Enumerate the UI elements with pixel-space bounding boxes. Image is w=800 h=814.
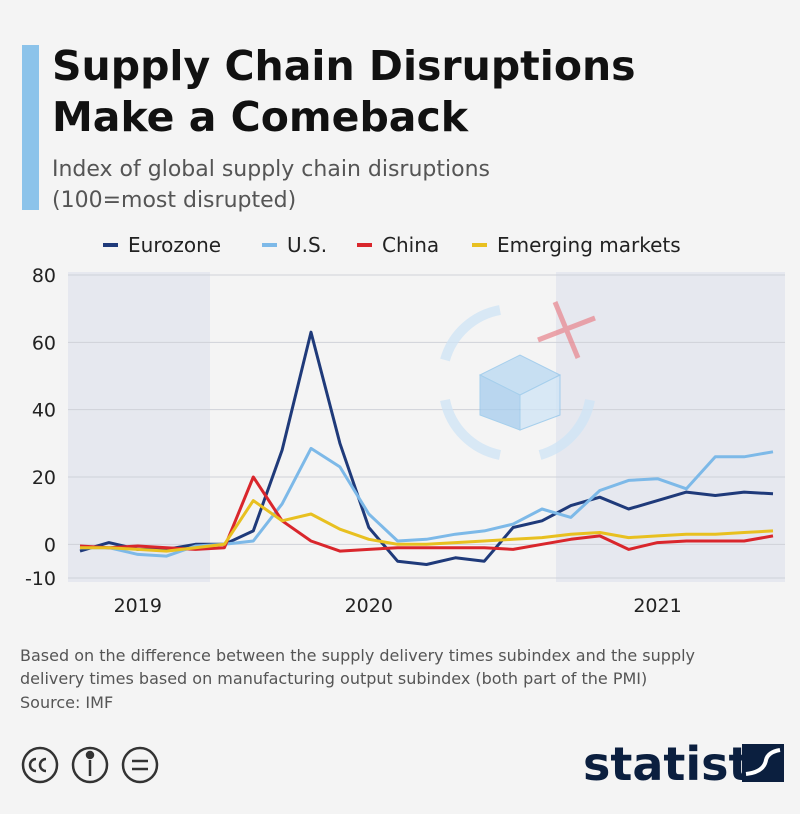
x-tick-label: 2019 <box>114 595 162 617</box>
license-icons <box>21 746 159 784</box>
legend-label: Emerging markets <box>497 233 681 257</box>
series-line <box>79 475 774 553</box>
year-band <box>68 272 210 582</box>
note: Based on the difference between the supp… <box>20 646 695 665</box>
year-band <box>556 272 785 582</box>
x-tick-label: 2020 <box>345 595 393 617</box>
series-line <box>79 330 774 566</box>
y-tick-label: 20 <box>32 467 56 489</box>
legend-label: U.S. <box>287 233 327 257</box>
chart-subtitle: (100=most disrupted) <box>52 188 296 213</box>
brand-icon <box>742 744 784 782</box>
y-tick-label: 40 <box>32 400 56 422</box>
series-line <box>80 499 774 553</box>
accent-bar <box>22 45 39 210</box>
plot: -10 0 20 40 60 80 2019 2020 2021 <box>25 265 785 617</box>
chart-subtitle: Index of global supply chain disruptions <box>52 157 490 182</box>
note: delivery times based on manufacturing ou… <box>20 669 647 688</box>
y-tick-label: 60 <box>32 332 56 354</box>
legend-label: Eurozone <box>128 233 221 257</box>
x-tick-label: 2021 <box>633 595 681 617</box>
series-line <box>80 446 774 558</box>
legend-label: China <box>382 233 439 257</box>
supply-chain-icon <box>440 301 596 460</box>
y-tick-label: 0 <box>44 534 56 556</box>
y-tick-label: -10 <box>25 568 56 590</box>
source: Source: IMF <box>20 693 113 712</box>
chart-title: Make a Comeback <box>52 93 470 141</box>
chart-title: Supply Chain Disruptions <box>52 42 636 90</box>
y-tick-label: 80 <box>32 265 56 287</box>
